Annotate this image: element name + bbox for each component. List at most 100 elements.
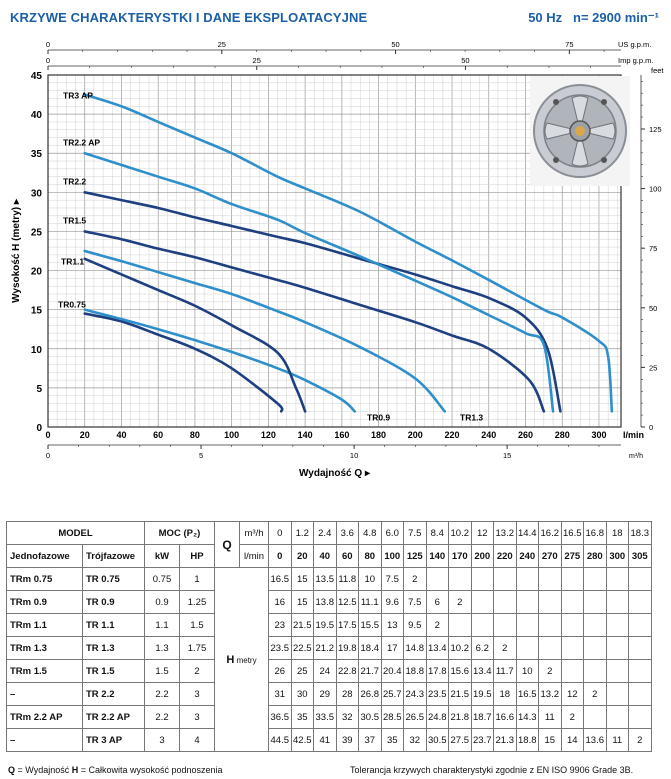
q-m3h-cell: 16.2 — [538, 521, 562, 545]
head-value-cell: 14.8 — [403, 636, 427, 660]
imp-gpm-tick-label: 0 — [46, 56, 50, 65]
q-m3h-cell: 16.5 — [560, 521, 584, 545]
y-tick-label: 0 — [36, 423, 42, 434]
model-jednofazowe: – — [6, 728, 83, 752]
m3h-label: m³/h — [629, 453, 643, 460]
head-value-cell: 24.3 — [403, 682, 427, 706]
head-value-cell: 35 — [290, 705, 314, 729]
feet-tick-label: 0 — [649, 423, 653, 432]
head-value-cell — [583, 590, 607, 614]
head-value-cell: 23.7 — [470, 728, 494, 752]
power-kw: 1.1 — [144, 613, 180, 637]
head-value-cell — [448, 567, 472, 591]
model-trojfazowe: TR 0.9 — [82, 590, 145, 614]
model-trojfazowe: TR 1.5 — [82, 659, 145, 683]
frequency: 50 Hz — [528, 10, 563, 25]
q-m3h-cell: 1.2 — [290, 521, 314, 545]
unit-lmin: l/min — [239, 544, 269, 568]
y-tick-label: 40 — [31, 110, 43, 121]
power-hp: 3 — [179, 705, 215, 729]
power-hp: 2 — [179, 659, 215, 683]
curve-label: TR2.2 — [63, 177, 86, 187]
power-hp: 1.25 — [179, 590, 215, 614]
head-value-cell: 17 — [380, 636, 404, 660]
head-value-cell: 2 — [425, 613, 449, 637]
curve-label: TR2.2 AP — [63, 137, 100, 147]
q-lmin-cell: 280 — [583, 544, 607, 568]
q-m3h-cell: 12 — [470, 521, 494, 545]
y-tick-label: 30 — [31, 188, 43, 199]
head-value-cell — [538, 613, 562, 637]
feet-label: feet — [651, 66, 664, 75]
head-value-cell — [605, 682, 629, 706]
impeller-photo — [530, 76, 630, 186]
q-lmin-cell: 275 — [560, 544, 584, 568]
m3h-tick-label: 15 — [503, 451, 511, 460]
head-value-cell: 15 — [538, 728, 562, 752]
q-m3h-cell: 10.2 — [448, 521, 472, 545]
power-hp: 3 — [179, 682, 215, 706]
curve-label: TR1.1 — [61, 256, 84, 266]
head-value-cell — [448, 613, 472, 637]
head-value-cell — [560, 590, 584, 614]
head-value-cell — [628, 659, 652, 683]
y-tick-label: 10 — [31, 345, 43, 356]
head-value-cell: 20.4 — [380, 659, 404, 683]
head-value-cell — [628, 705, 652, 729]
x-tick-label: 280 — [555, 430, 570, 440]
head-value-cell: 13.8 — [313, 590, 337, 614]
head-value-cell: 13.4 — [470, 659, 494, 683]
feet-tick-label: 125 — [649, 125, 662, 134]
head-value-cell — [583, 705, 607, 729]
head-value-cell: 12 — [560, 682, 584, 706]
model-trojfazowe: TR 3 AP — [82, 728, 145, 752]
curve-tr1-3 — [83, 249, 446, 413]
q-m3h-cell: 14.4 — [515, 521, 539, 545]
x-tick-label: 160 — [334, 430, 349, 440]
head-value-cell: 13 — [380, 613, 404, 637]
legend-footnote: Q = Wydajność H = Całkowita wysokość pod… — [8, 765, 223, 775]
x-tick-label: 100 — [224, 430, 239, 440]
us-gpm-label: US g.p.m. — [618, 40, 651, 49]
head-value-cell — [560, 636, 584, 660]
head-value-cell: 15 — [290, 590, 314, 614]
head-value-cell — [628, 682, 652, 706]
table-row: – TR 3 AP 3 4 44.5 42.5 41 39 37 35 32 30.5 27.5 23.7… — [6, 728, 652, 752]
model-jednofazowe: TRm 1.3 — [6, 636, 83, 660]
model-jednofazowe: TRm 0.75 — [6, 567, 83, 591]
head-value-cell: 37 — [358, 728, 382, 752]
x-tick-label: 120 — [261, 430, 276, 440]
y-axis-title: Wysokość H (metry) ▸ — [11, 198, 22, 303]
head-value-cell: 10 — [358, 567, 382, 591]
head-value-cell — [470, 567, 494, 591]
head-value-cell — [515, 567, 539, 591]
head-value-cell: 18 — [493, 682, 517, 706]
table-row: TRm 1.5 TR 1.5 1.5 2 26 25 24 22.8 21.7 20.4 18.8 1… — [6, 659, 652, 683]
head-value-cell: 21.2 — [313, 636, 337, 660]
power-hp: 1.5 — [179, 613, 215, 637]
head-value-cell: 13.6 — [583, 728, 607, 752]
head-value-cell: 42.5 — [290, 728, 314, 752]
head-value-cell: 16.5 — [515, 682, 539, 706]
q-m3h-cell: 2.4 — [313, 521, 337, 545]
head-value-cell: 11.1 — [358, 590, 382, 614]
head-value-cell: 41 — [313, 728, 337, 752]
head-value-cell: 33.5 — [313, 705, 337, 729]
q-lmin-cell: 140 — [425, 544, 449, 568]
head-value-cell — [515, 613, 539, 637]
head-value-cell — [425, 567, 449, 591]
head-value-cell: 2 — [560, 705, 584, 729]
moc-header: MOC (P₂) — [144, 521, 215, 545]
x-tick-label: 40 — [116, 430, 126, 440]
y-tick-label: 25 — [31, 227, 43, 238]
power-kw: 2.2 — [144, 682, 180, 706]
model-trojfazowe: TR 0.75 — [82, 567, 145, 591]
head-value-cell — [493, 590, 517, 614]
chart-axes: 0 25 50 75 US g.p.m.0 25 50 Imp g.p.m.feet02550… — [11, 40, 664, 479]
us-gpm-tick-label: 50 — [391, 40, 399, 49]
head-value-cell: 11.7 — [493, 659, 517, 683]
us-gpm-tick-label: 25 — [218, 40, 226, 49]
head-value-cell: 6 — [425, 590, 449, 614]
